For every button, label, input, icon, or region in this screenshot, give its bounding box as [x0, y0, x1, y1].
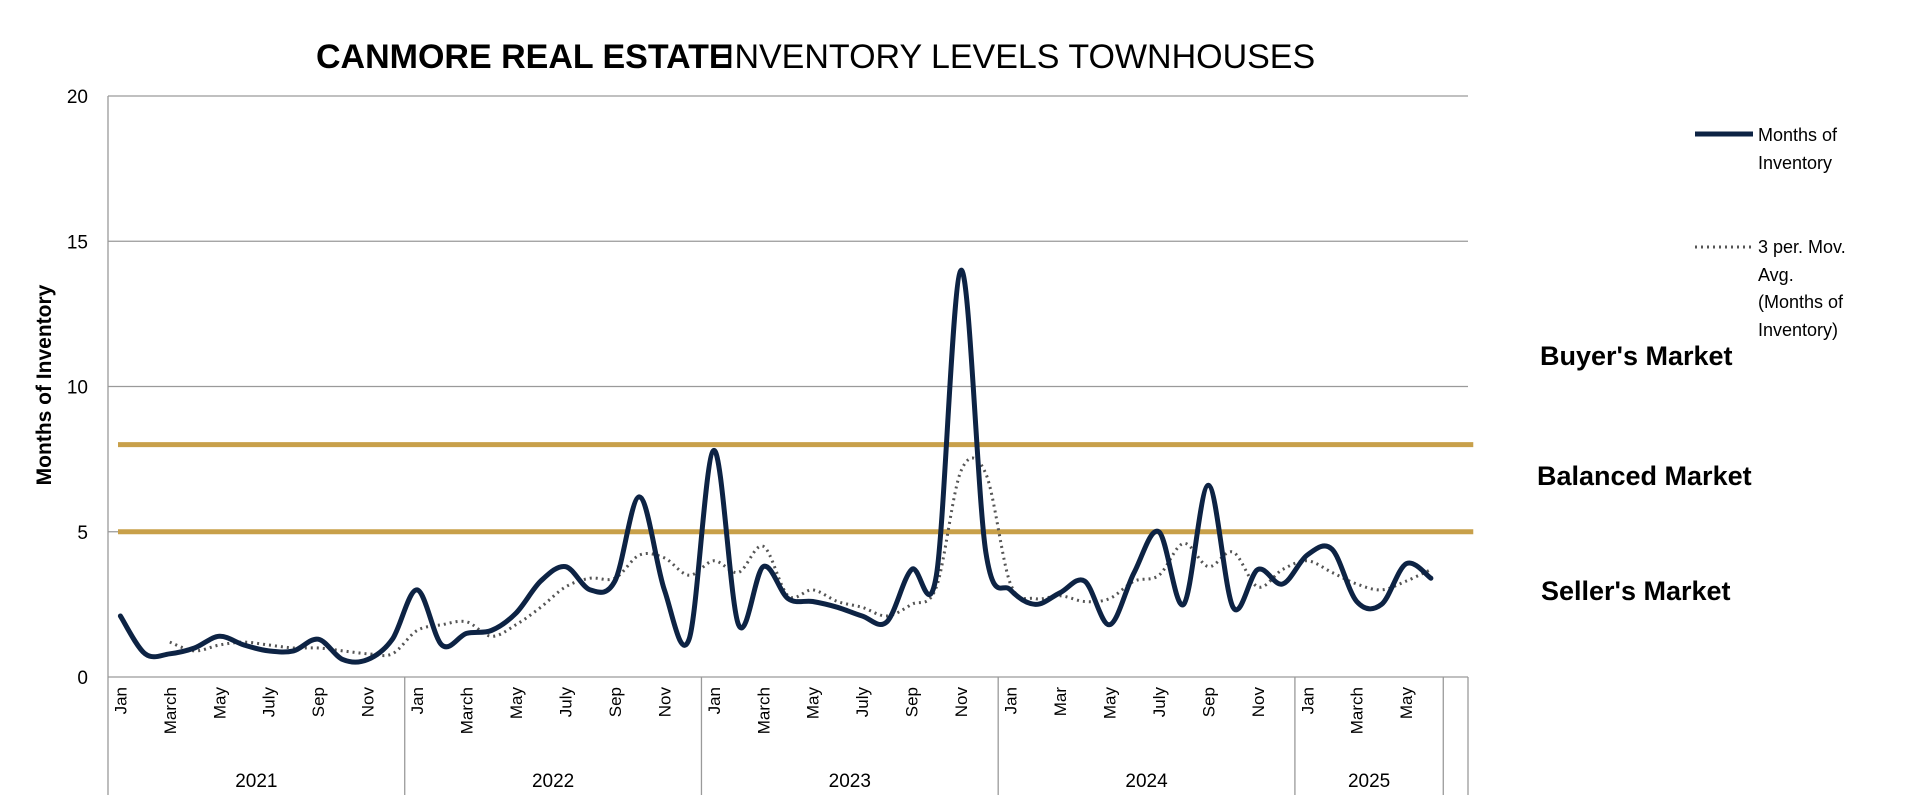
legend: Months of Inventory 3 per. Mov. Avg. (Mo…: [1695, 125, 1846, 340]
legend-ma-line1: 3 per. Mov.: [1758, 237, 1846, 257]
reference-lines: [118, 442, 1474, 535]
zone-label-sellers: Seller's Market: [1541, 576, 1731, 606]
x-tick-label: Sep: [606, 687, 625, 717]
x-tick-label: March: [458, 687, 477, 734]
x-tick-label: Jan: [1298, 687, 1317, 714]
axes: [107, 96, 1469, 795]
year-label-2022: 2022: [532, 771, 574, 792]
x-tick-label: July: [556, 687, 575, 718]
x-tick-label: Mar: [1051, 687, 1070, 717]
legend-label-line1: Months of: [1758, 125, 1838, 145]
zone-label-buyers: Buyer's Market: [1540, 341, 1733, 371]
series-group: [117, 267, 1434, 665]
series-line-moving-average: [169, 456, 1432, 658]
y-tick-label-10: 10: [67, 378, 88, 399]
x-tick-label: Sep: [309, 687, 328, 717]
x-tick-label: Nov: [1249, 687, 1268, 718]
chart-title-bold: CANMORE REAL ESTATE: [316, 38, 732, 76]
y-tick-label-0: 0: [77, 668, 88, 689]
legend-ma-line2: Avg.: [1758, 265, 1794, 285]
year-label-2024: 2024: [1125, 771, 1168, 792]
legend-ma-line3: (Months of: [1758, 292, 1844, 312]
y-tick-labels: 0 5 10 15 20: [67, 87, 88, 689]
x-tick-label: May: [507, 687, 526, 720]
year-label-2023: 2023: [829, 771, 871, 792]
x-tick-label: Jan: [1002, 687, 1021, 714]
x-tick-label: Nov: [655, 687, 674, 718]
x-tick-label: July: [260, 687, 279, 718]
x-tick-label: May: [1397, 687, 1416, 720]
legend-label-line2: Inventory: [1758, 153, 1832, 173]
x-tick-label: Nov: [952, 687, 971, 718]
gridlines: [108, 95, 1468, 533]
year-label-2025: 2025: [1348, 771, 1390, 792]
x-tick-label: Sep: [1199, 687, 1218, 717]
y-axis-label: Months of Inventory: [33, 284, 56, 485]
x-tick-label: March: [161, 687, 180, 734]
x-tick-label: Jan: [408, 687, 427, 714]
x-tick-label: Jan: [705, 687, 724, 714]
zone-label-balanced: Balanced Market: [1537, 461, 1752, 491]
x-tick-label: Nov: [359, 687, 378, 718]
x-tick-label: May: [1100, 687, 1119, 720]
x-tick-label: July: [1150, 687, 1169, 718]
legend-ma-line4: Inventory): [1758, 320, 1838, 340]
year-labels: 2021 2022 2023 2024 2025: [235, 771, 1390, 792]
x-tick-label: March: [754, 687, 773, 734]
y-tick-label-5: 5: [77, 523, 88, 544]
x-tick-label: Jan: [111, 687, 130, 714]
series-line-months-of-inventory: [117, 267, 1434, 665]
x-tick-label: Sep: [903, 687, 922, 717]
year-label-2021: 2021: [235, 771, 277, 792]
x-tick-label: March: [1348, 687, 1367, 734]
chart-title-rest: INVENTORY LEVELS TOWNHOUSES: [725, 38, 1315, 76]
y-tick-label-15: 15: [67, 232, 88, 253]
x-tick-label: May: [804, 687, 823, 720]
x-tick-label: May: [210, 687, 229, 720]
x-tick-label: July: [853, 687, 872, 718]
x-tick-labels: Jan March May July Sep Nov Jan March May July Sep N…: [111, 687, 1416, 735]
y-tick-label-20: 20: [67, 87, 88, 108]
